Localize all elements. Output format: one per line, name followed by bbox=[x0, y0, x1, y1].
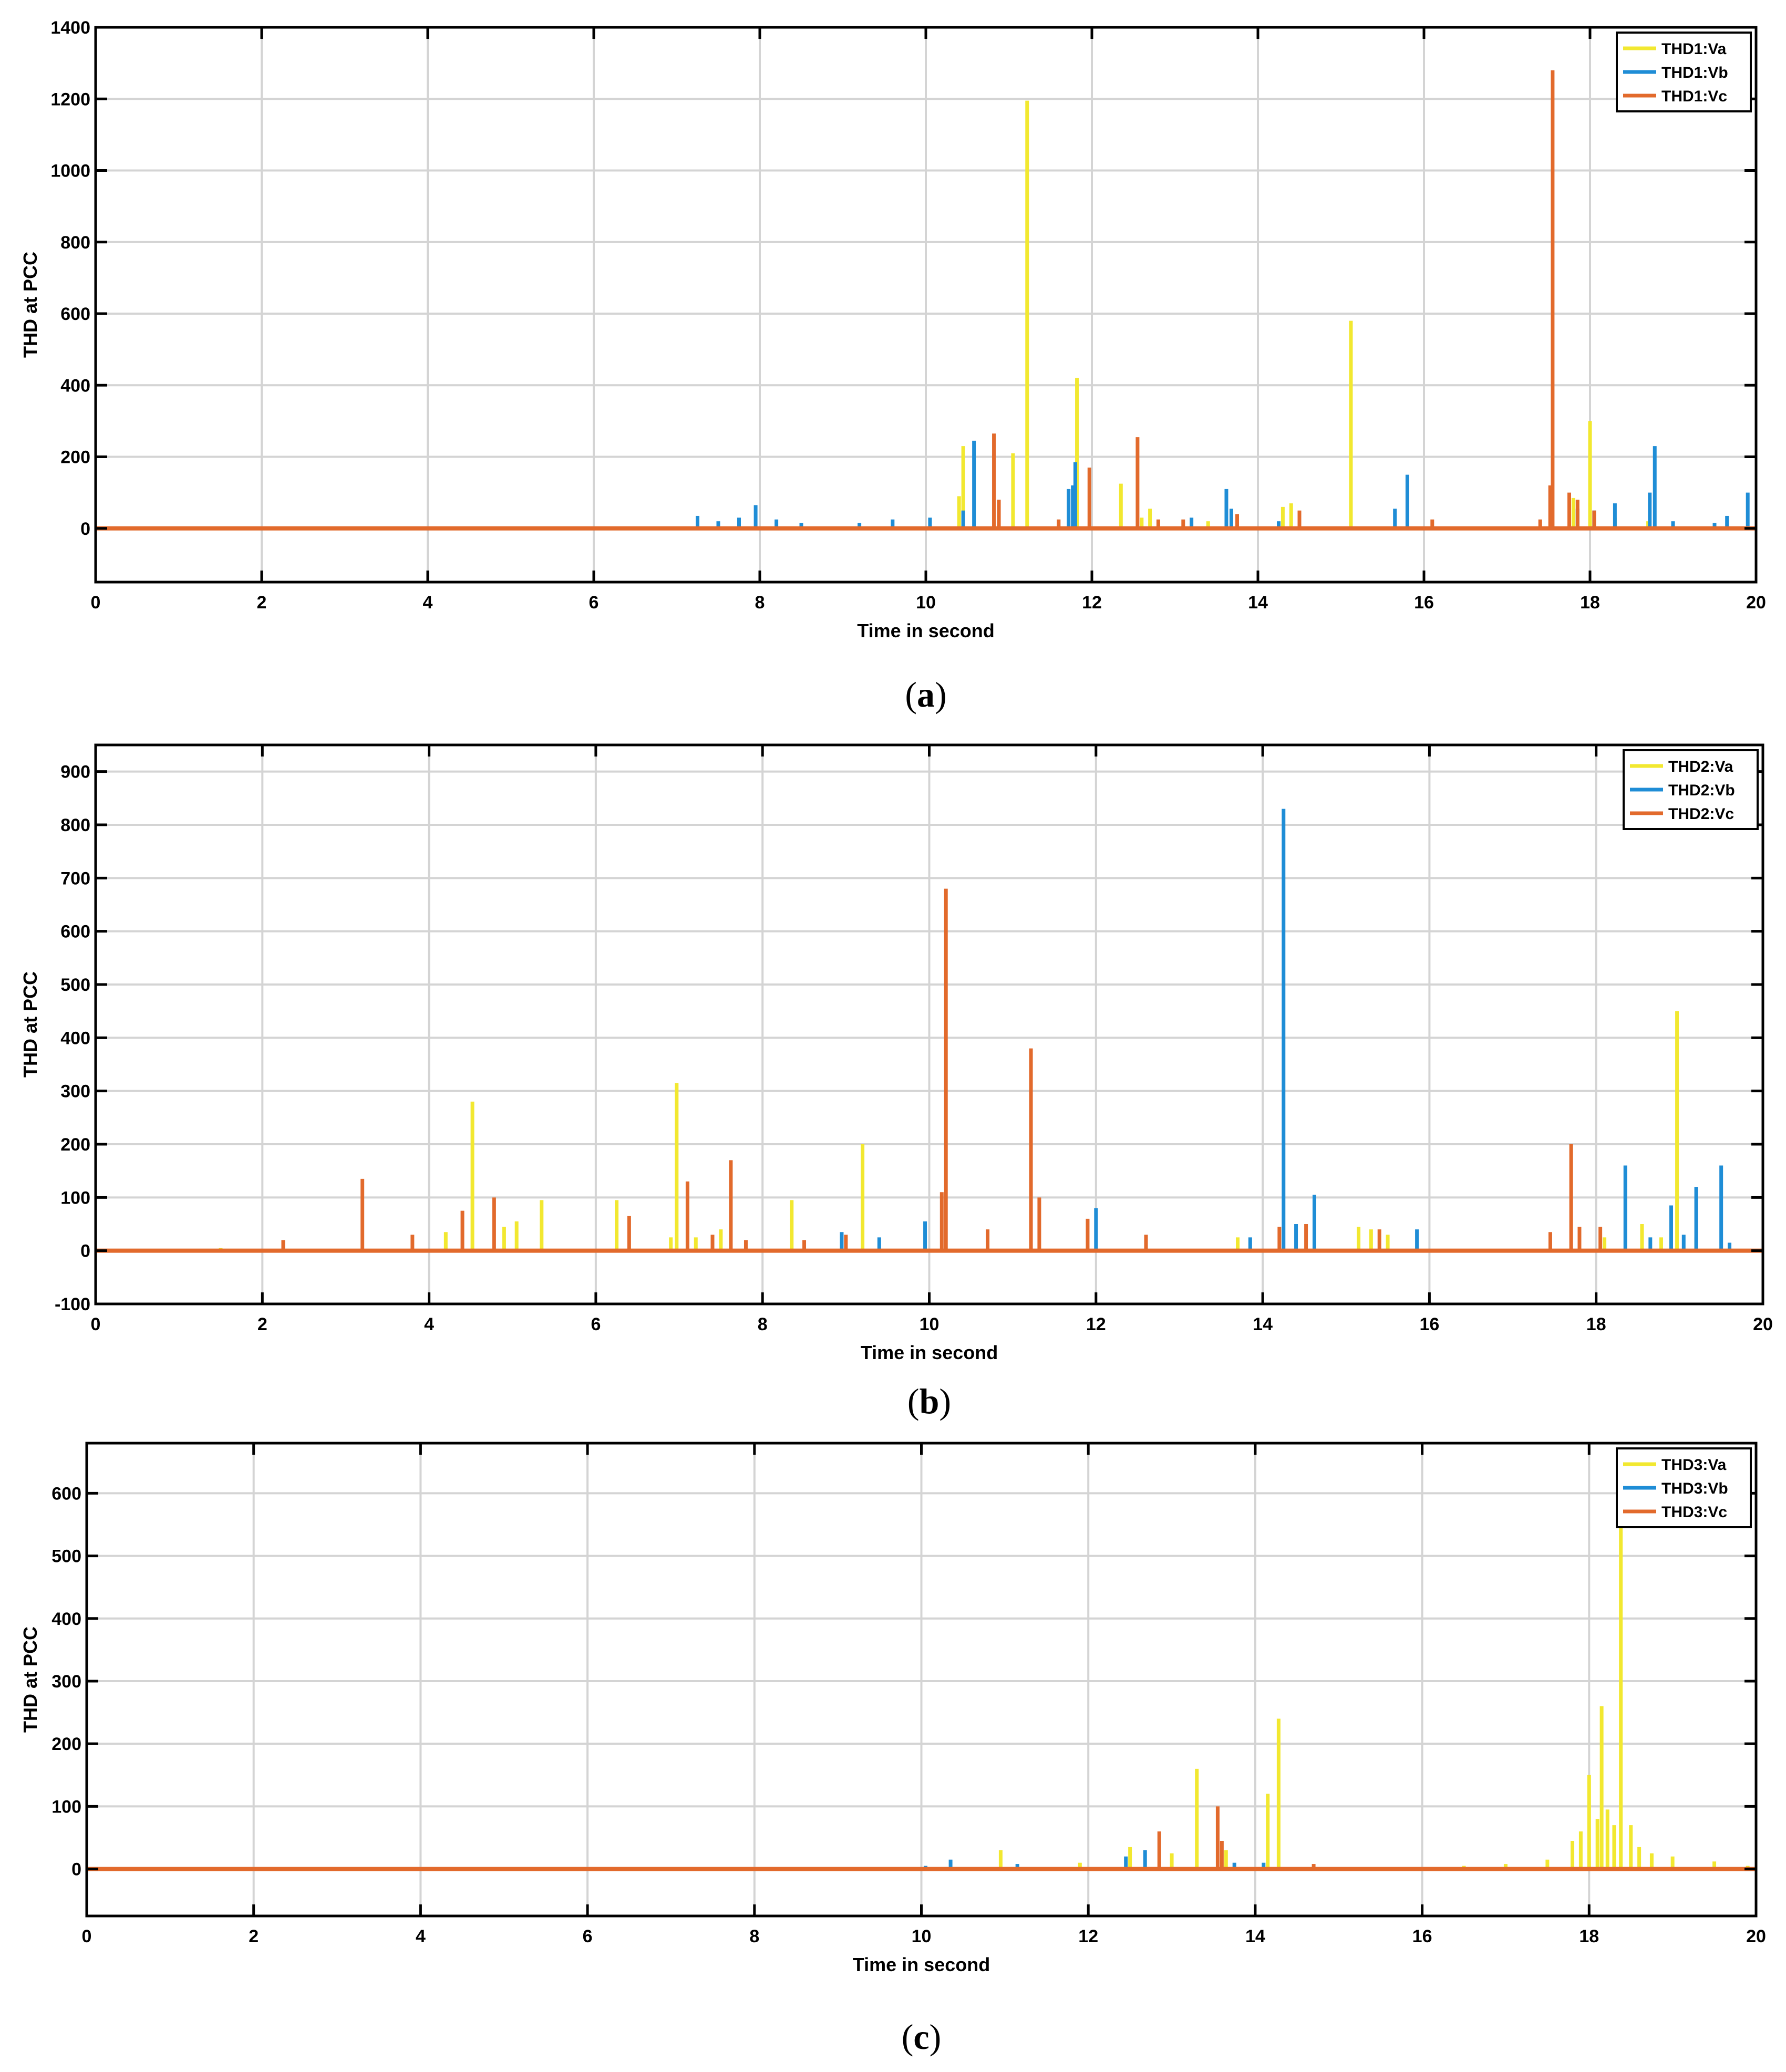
x-tick-label: 0 bbox=[82, 1926, 92, 1946]
chart-panel-b: 0 2 4 6 8 10 12 14 16 18 20-1000100200300400500600… bbox=[19, 743, 1773, 1421]
y-tick-label: 0 bbox=[71, 1860, 81, 1880]
x-tick-label: 0 bbox=[91, 1314, 101, 1334]
x-tick-label: 4 bbox=[424, 1314, 434, 1334]
x-tick-label: 12 bbox=[1078, 1926, 1098, 1946]
chart-panel-a: 0 2 4 6 8 10 12 14 16 18 2002004006008001000120014… bbox=[19, 18, 1766, 714]
x-tick-label: 18 bbox=[1580, 593, 1600, 613]
legend: THD1:Va THD1:Vb THD1:Vc bbox=[1616, 32, 1752, 112]
legend-entry-label: THD1:Va bbox=[1661, 40, 1727, 58]
x-tick-label: 2 bbox=[257, 593, 267, 613]
y-tick-label: -100 bbox=[55, 1294, 90, 1314]
y-tick-label: 400 bbox=[51, 1609, 81, 1629]
x-tick-label: 12 bbox=[1086, 1314, 1106, 1334]
x-axis-label: Time in second bbox=[853, 1954, 990, 1975]
x-tick-label: 16 bbox=[1412, 1926, 1432, 1946]
y-tick-label: 300 bbox=[51, 1672, 81, 1692]
y-tick-label: 600 bbox=[60, 922, 90, 942]
legend: THD3:Va THD3:Vb THD3:Vc bbox=[1616, 1447, 1752, 1528]
y-axis-label: THD at PCC bbox=[19, 1626, 41, 1733]
y-tick-label: 0 bbox=[80, 519, 90, 539]
y-tick-label: 200 bbox=[60, 1135, 90, 1155]
x-tick-label: 6 bbox=[589, 593, 599, 613]
legend-entry-label: THD3:Vc bbox=[1661, 1504, 1727, 1521]
legend-entry-label: THD1:Vb bbox=[1661, 64, 1728, 81]
x-tick-label: 14 bbox=[1253, 1314, 1273, 1334]
x-axis-label: Time in second bbox=[857, 620, 994, 641]
y-tick-label: 1200 bbox=[50, 89, 90, 109]
y-tick-label: 800 bbox=[60, 815, 90, 835]
x-tick-label: 12 bbox=[1082, 593, 1102, 613]
x-tick-label: 4 bbox=[423, 593, 433, 613]
series-thd3-vc bbox=[1157, 1806, 1316, 1869]
x-tick-label: 2 bbox=[249, 1926, 259, 1946]
legend-entry-label: THD1:Vc bbox=[1661, 88, 1727, 105]
x-tick-label: 20 bbox=[1746, 1926, 1766, 1946]
legend-entry-label: THD2:Vb bbox=[1668, 782, 1735, 799]
y-tick-label: 600 bbox=[51, 1484, 81, 1504]
y-tick-label: 500 bbox=[60, 975, 90, 995]
legend-entry-label: THD2:Va bbox=[1668, 758, 1733, 775]
series-thd2-va bbox=[219, 1011, 1698, 1251]
x-tick-label: 18 bbox=[1586, 1314, 1606, 1334]
panel-caption: (a) bbox=[905, 675, 946, 714]
x-tick-label: 20 bbox=[1753, 1314, 1773, 1334]
y-tick-label: 800 bbox=[60, 233, 90, 253]
panel-caption: (b) bbox=[907, 1381, 951, 1421]
y-tick-label: 200 bbox=[51, 1734, 81, 1754]
x-tick-label: 4 bbox=[416, 1926, 426, 1946]
legend-entry-label: THD2:Vc bbox=[1668, 805, 1734, 823]
y-tick-label: 500 bbox=[51, 1547, 81, 1567]
y-axis-label: THD at PCC bbox=[19, 971, 41, 1078]
x-tick-label: 14 bbox=[1245, 1926, 1265, 1946]
y-tick-label: 100 bbox=[60, 1188, 90, 1208]
series-thd1-va bbox=[957, 100, 1650, 529]
y-tick-label: 600 bbox=[60, 304, 90, 324]
y-tick-label: 400 bbox=[60, 376, 90, 396]
series-thd2-vc bbox=[281, 888, 1603, 1251]
x-tick-label: 10 bbox=[920, 1314, 940, 1334]
y-tick-label: 1000 bbox=[50, 161, 90, 181]
legend-entry-label: THD3:Va bbox=[1661, 1456, 1727, 1474]
x-tick-label: 8 bbox=[749, 1926, 759, 1946]
x-axis-label: Time in second bbox=[861, 1342, 998, 1363]
x-tick-label: 6 bbox=[591, 1314, 601, 1334]
y-tick-label: 0 bbox=[80, 1241, 90, 1261]
x-tick-label: 16 bbox=[1419, 1314, 1439, 1334]
x-tick-label: 2 bbox=[257, 1314, 267, 1334]
panel-caption: (c) bbox=[902, 2017, 942, 2057]
y-axis-label: THD at PCC bbox=[19, 252, 41, 358]
y-tick-label: 200 bbox=[60, 448, 90, 468]
legend-entry-label: THD3:Vb bbox=[1661, 1480, 1728, 1497]
y-tick-label: 300 bbox=[60, 1082, 90, 1102]
chart-panel-c: 0 2 4 6 8 10 12 14 16 18 200100200300400500600Time… bbox=[19, 1442, 1766, 2057]
x-tick-label: 6 bbox=[583, 1926, 593, 1946]
x-tick-label: 20 bbox=[1746, 593, 1766, 613]
x-tick-label: 10 bbox=[912, 1926, 932, 1946]
x-tick-label: 10 bbox=[916, 593, 936, 613]
y-tick-label: 400 bbox=[60, 1028, 90, 1048]
y-tick-label: 900 bbox=[60, 762, 90, 782]
y-tick-label: 1400 bbox=[50, 18, 90, 38]
x-tick-label: 0 bbox=[91, 593, 101, 613]
y-tick-label: 700 bbox=[60, 868, 90, 888]
x-tick-label: 14 bbox=[1248, 593, 1268, 613]
x-tick-label: 8 bbox=[758, 1314, 768, 1334]
x-tick-label: 18 bbox=[1579, 1926, 1599, 1946]
legend: THD2:Va THD2:Vb THD2:Vc bbox=[1623, 749, 1759, 830]
y-tick-label: 100 bbox=[51, 1797, 81, 1817]
x-tick-label: 8 bbox=[755, 593, 765, 613]
x-tick-label: 16 bbox=[1414, 593, 1434, 613]
